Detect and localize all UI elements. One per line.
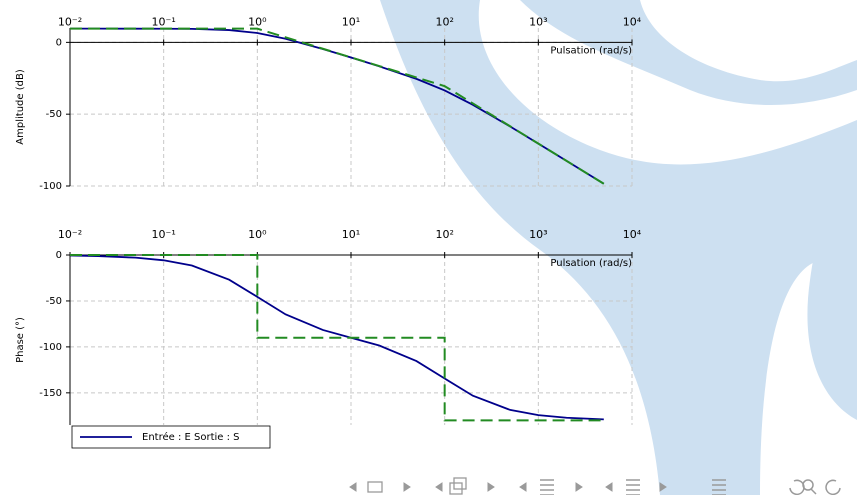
x-tick-label: 10³	[529, 228, 547, 241]
y-tick-label: 0	[56, 250, 62, 261]
x-tick-label: 10¹	[342, 15, 360, 28]
y-tick-label: -50	[46, 296, 62, 307]
y-tick-label: -100	[39, 342, 62, 353]
y-axis-label: Amplitude (dB)	[15, 69, 26, 145]
data-line	[70, 27, 605, 185]
chart: -150 -100 -50 0 10⁻² 10⁻¹ 10⁰ 10¹ 10² 10³ 10⁴ Pulsa…	[15, 228, 642, 449]
x-tick-label: 10⁻²	[58, 15, 82, 28]
y-tick-label: -150	[39, 388, 62, 399]
chart: -100 -50 0 10⁻² 10⁻¹ 10⁰ 10¹ 10² 10³ 10⁴ Pulsation…	[15, 15, 642, 192]
x-tick-label: 10⁰	[248, 15, 267, 28]
y-axis-label: Phase (°)	[15, 317, 26, 363]
y-tick-label: 0	[56, 37, 62, 48]
x-tick-label: 10¹	[342, 228, 360, 241]
y-tick-label: -100	[39, 181, 62, 192]
x-tick-label: 10²	[435, 228, 453, 241]
x-axis-label: Pulsation (rad/s)	[550, 45, 632, 56]
x-axis-label: Pulsation (rad/s)	[550, 258, 632, 269]
bode-plots: -100 -50 0 10⁻² 10⁻¹ 10⁰ 10¹ 10² 10³ 10⁴ Pulsation…	[15, 15, 642, 449]
x-tick-label: 10²	[435, 15, 453, 28]
data-line	[70, 254, 604, 422]
x-tick-label: 10⁻²	[58, 228, 82, 241]
x-tick-label: 10⁴	[623, 228, 642, 241]
x-tick-label: 10⁴	[623, 15, 642, 28]
x-tick-label: 10⁰	[248, 228, 267, 241]
x-tick-label: 10⁻¹	[152, 228, 176, 241]
y-tick-label: -50	[46, 109, 62, 120]
data-line	[69, 254, 604, 421]
legend-box	[71, 425, 271, 449]
x-tick-label: 10³	[529, 15, 547, 28]
background-decoration	[380, 0, 857, 495]
x-tick-label: 10⁻¹	[152, 15, 176, 28]
navigation-bar	[349, 477, 841, 495]
legend-label: Entrée : E Sortie : S	[142, 431, 240, 443]
